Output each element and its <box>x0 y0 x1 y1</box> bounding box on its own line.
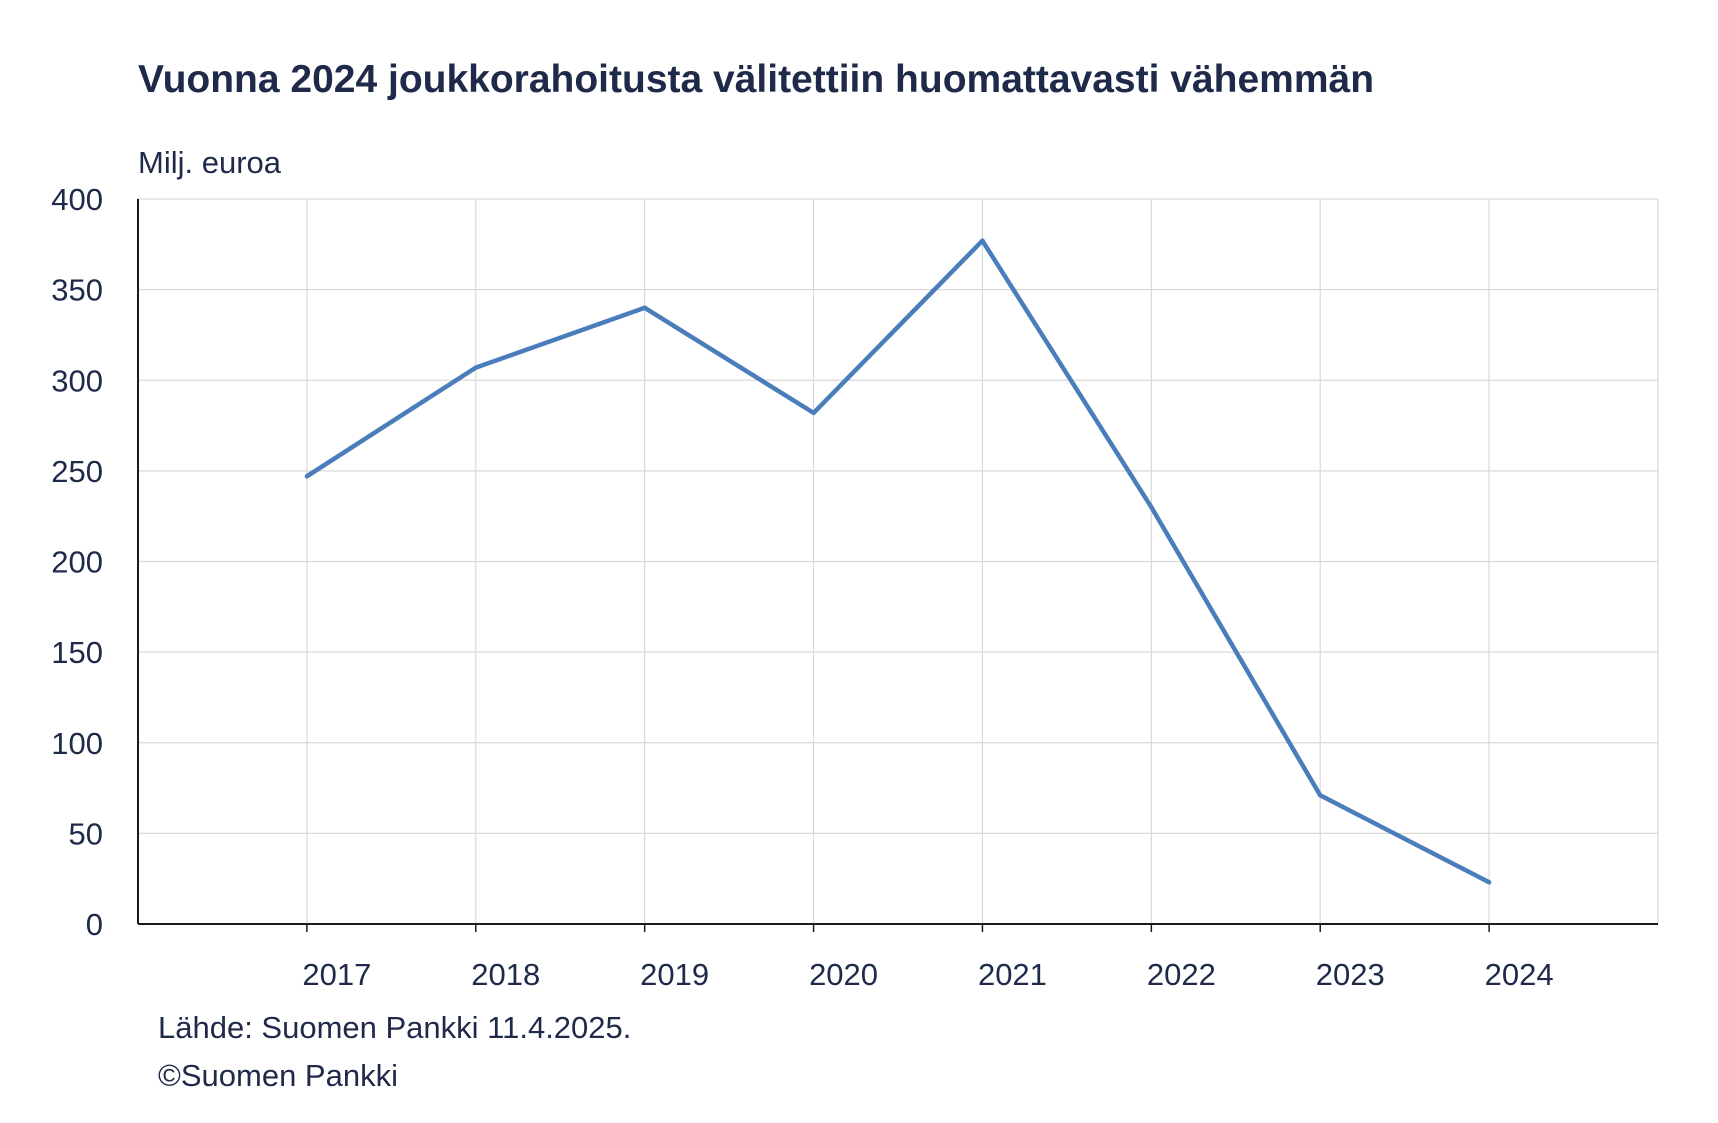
x-tick-label-2020: 2020 <box>809 957 878 992</box>
axes <box>137 199 1658 932</box>
x-tick-label-2018: 2018 <box>471 957 540 992</box>
data-point-2021 <box>980 238 985 243</box>
copyright-note: ©Suomen Pankki <box>158 1058 398 1093</box>
tick-labels: 0 50 100 150 200 250 300 350 400 2017 2018 2019 2020… <box>51 182 1553 992</box>
series-layer <box>304 238 1492 885</box>
y-tick-label-200: 200 <box>51 545 103 580</box>
data-point-2017 <box>304 474 310 479</box>
x-tick-label-2024: 2024 <box>1485 957 1554 992</box>
grid-lines <box>138 198 1659 924</box>
x-tick-label-2023: 2023 <box>1316 957 1385 992</box>
y-tick-label-300: 300 <box>51 363 103 398</box>
data-point-2023 <box>1318 793 1323 798</box>
y-tick-label-100: 100 <box>51 726 103 761</box>
x-tick-label-2022: 2022 <box>1147 957 1216 992</box>
y-tick-label-150: 150 <box>51 635 103 670</box>
y-axis-unit-label: Milj. euroa <box>138 145 281 180</box>
x-tick-label-2021: 2021 <box>978 957 1047 992</box>
y-tick-label-350: 350 <box>51 273 103 308</box>
data-point-2020 <box>811 410 816 416</box>
data-point-2018 <box>473 365 478 370</box>
y-tick-label-0: 0 <box>86 907 103 942</box>
x-tick-label-2017: 2017 <box>302 957 371 992</box>
source-note: Lähde: Suomen Pankki 11.4.2025. <box>158 1010 632 1045</box>
chart-title: Vuonna 2024 joukkorahoitusta välitettiin… <box>138 58 1375 101</box>
x-tick-label-2019: 2019 <box>640 957 709 992</box>
y-tick-label-250: 250 <box>51 454 103 489</box>
series-line-0 <box>305 238 1491 885</box>
data-point-2019 <box>642 305 647 310</box>
y-tick-label-400: 400 <box>51 182 103 217</box>
data-point-2024 <box>1486 880 1492 885</box>
data-point-2022 <box>1149 504 1154 510</box>
y-tick-label-50: 50 <box>69 816 103 851</box>
